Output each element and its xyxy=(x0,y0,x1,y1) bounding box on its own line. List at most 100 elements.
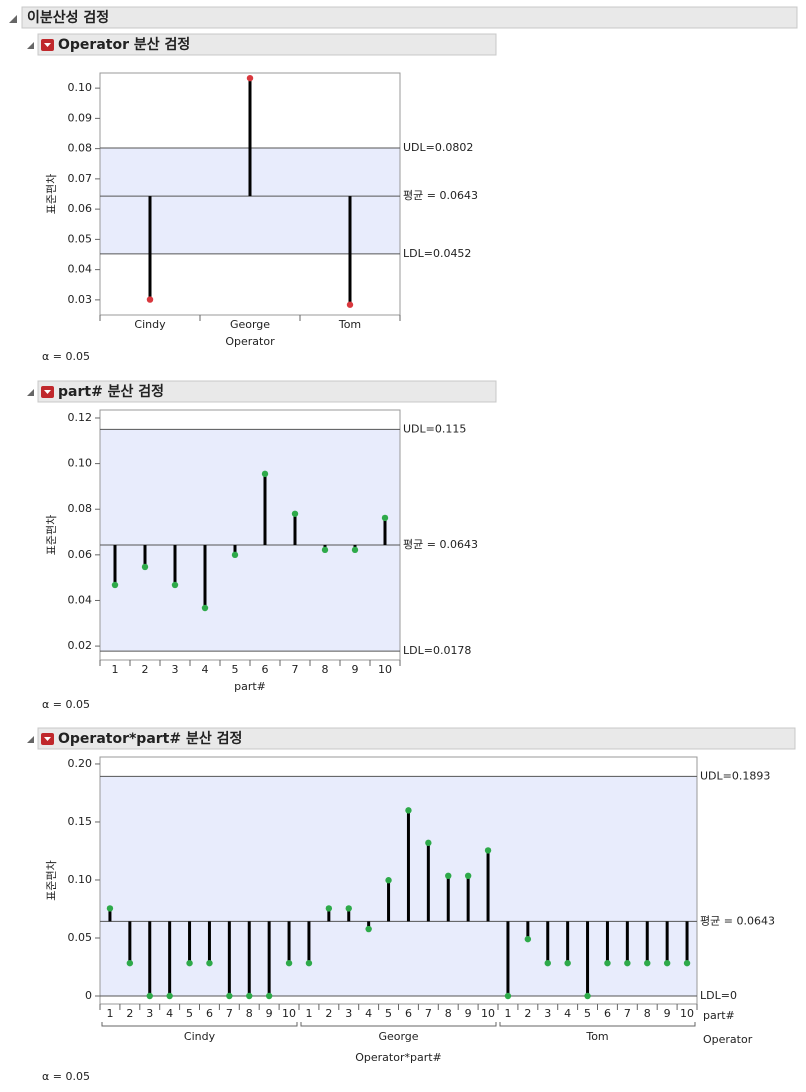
point xyxy=(544,959,551,967)
point xyxy=(291,510,299,517)
report-title: 이분산성 검정 xyxy=(27,9,109,26)
y-tick-label: 0.10 xyxy=(68,457,93,470)
y-axis-label: 표준편차 xyxy=(45,860,58,900)
alpha-note: α = 0.05 xyxy=(42,350,90,363)
y-axis-label: 표준편차 xyxy=(45,174,58,214)
panel-header xyxy=(37,380,497,403)
x-tick-label: 2 xyxy=(142,663,149,676)
point xyxy=(381,514,389,522)
point xyxy=(624,959,631,967)
point xyxy=(683,959,691,967)
point xyxy=(166,992,173,1000)
point xyxy=(346,301,354,308)
point xyxy=(246,74,254,82)
point xyxy=(345,905,352,912)
x-tick-label: 4 xyxy=(202,663,209,676)
point xyxy=(111,581,119,589)
group-label: Cindy xyxy=(184,1030,216,1043)
x-tick-label: 7 xyxy=(624,1007,631,1020)
x-axis-label: part# xyxy=(234,680,266,693)
group-bracket xyxy=(300,1022,497,1027)
y-tick-label: 0.09 xyxy=(68,111,93,124)
x-tick-label: 9 xyxy=(352,663,359,676)
x-tick-label: Cindy xyxy=(134,318,166,331)
x-tick-label: 4 xyxy=(166,1007,173,1020)
alpha-note: α = 0.05 xyxy=(42,1070,90,1083)
point xyxy=(564,959,571,967)
limit-label: LDL=0 xyxy=(700,989,737,1002)
x-tick-label: 9 xyxy=(465,1007,472,1020)
x-tick-label: 4 xyxy=(365,1007,372,1020)
disclosure-icon[interactable] xyxy=(9,15,17,23)
point xyxy=(445,872,452,880)
x-tick-label: 1 xyxy=(106,1007,113,1020)
x-tick-label: 2 xyxy=(126,1007,133,1020)
y-tick-label: 0.06 xyxy=(68,548,93,561)
point xyxy=(265,992,273,1000)
point xyxy=(325,905,333,912)
point xyxy=(524,935,532,943)
x-tick-label: 8 xyxy=(445,1007,452,1020)
panel-header xyxy=(37,727,796,750)
group-bracket xyxy=(499,1022,696,1027)
panel-title: Operator*part# 분산 검정 xyxy=(58,730,242,747)
x-tick-label: 1 xyxy=(504,1007,511,1020)
point xyxy=(146,296,154,303)
point xyxy=(141,563,149,571)
alpha-note: α = 0.05 xyxy=(42,698,90,711)
y-tick-label: 0.07 xyxy=(68,172,93,185)
point xyxy=(484,847,492,854)
menu-arrow xyxy=(44,43,51,47)
y-tick-label: 0.20 xyxy=(68,757,93,770)
x-tick-label: 6 xyxy=(604,1007,611,1020)
point xyxy=(285,959,293,967)
x-tick-label: 8 xyxy=(246,1007,253,1020)
point xyxy=(425,839,432,847)
y-tick-label: 0.10 xyxy=(68,873,93,886)
x-tick-label: Tom xyxy=(338,318,361,331)
x-tick-label: 1 xyxy=(112,663,119,676)
disclosure-icon[interactable] xyxy=(27,389,34,396)
center-label: 평균 = 0.0643 xyxy=(403,189,478,202)
x-tick-label: 5 xyxy=(232,663,239,676)
y-tick-label: 0.03 xyxy=(68,293,93,306)
x-tick-label: 10 xyxy=(680,1007,694,1020)
x-tick-label: 6 xyxy=(206,1007,213,1020)
point xyxy=(246,992,253,1000)
y-tick-label: 0.05 xyxy=(68,232,93,245)
point xyxy=(261,470,269,478)
y-tick-label: 0.06 xyxy=(68,202,93,215)
panel-title: Operator 분산 검정 xyxy=(58,36,190,53)
x-tick-label: 3 xyxy=(172,663,179,676)
point xyxy=(584,992,591,1000)
x-tick-label: 10 xyxy=(282,1007,296,1020)
point xyxy=(171,581,179,589)
point xyxy=(206,959,213,967)
menu-arrow xyxy=(44,390,51,394)
limit-label: UDL=0.1893 xyxy=(700,769,770,782)
point xyxy=(106,905,114,912)
limit-band xyxy=(100,429,400,652)
x-tick-label: 4 xyxy=(564,1007,571,1020)
y-tick-label: 0.10 xyxy=(68,81,93,94)
x-tick-label: George xyxy=(230,318,270,331)
point xyxy=(385,877,392,884)
point xyxy=(604,959,611,967)
x-axis-label: Operator*part# xyxy=(355,1051,442,1064)
limit-label: UDL=0.115 xyxy=(403,422,466,435)
disclosure-icon[interactable] xyxy=(27,736,34,743)
y-tick-label: 0.12 xyxy=(68,411,93,424)
x-tick-label: 5 xyxy=(385,1007,392,1020)
disclosure-icon[interactable] xyxy=(27,42,34,49)
limit-label: LDL=0.0452 xyxy=(403,247,471,260)
x-tick-label: 2 xyxy=(325,1007,332,1020)
report-header xyxy=(21,6,798,29)
x-tick-label: 10 xyxy=(481,1007,495,1020)
point xyxy=(351,546,359,554)
x-tick-label: 9 xyxy=(266,1007,273,1020)
point xyxy=(464,872,472,880)
y-tick-label: 0.15 xyxy=(68,815,93,828)
y-tick-label: 0 xyxy=(85,989,92,1002)
point xyxy=(186,959,193,967)
y-tick-label: 0.04 xyxy=(68,263,93,276)
